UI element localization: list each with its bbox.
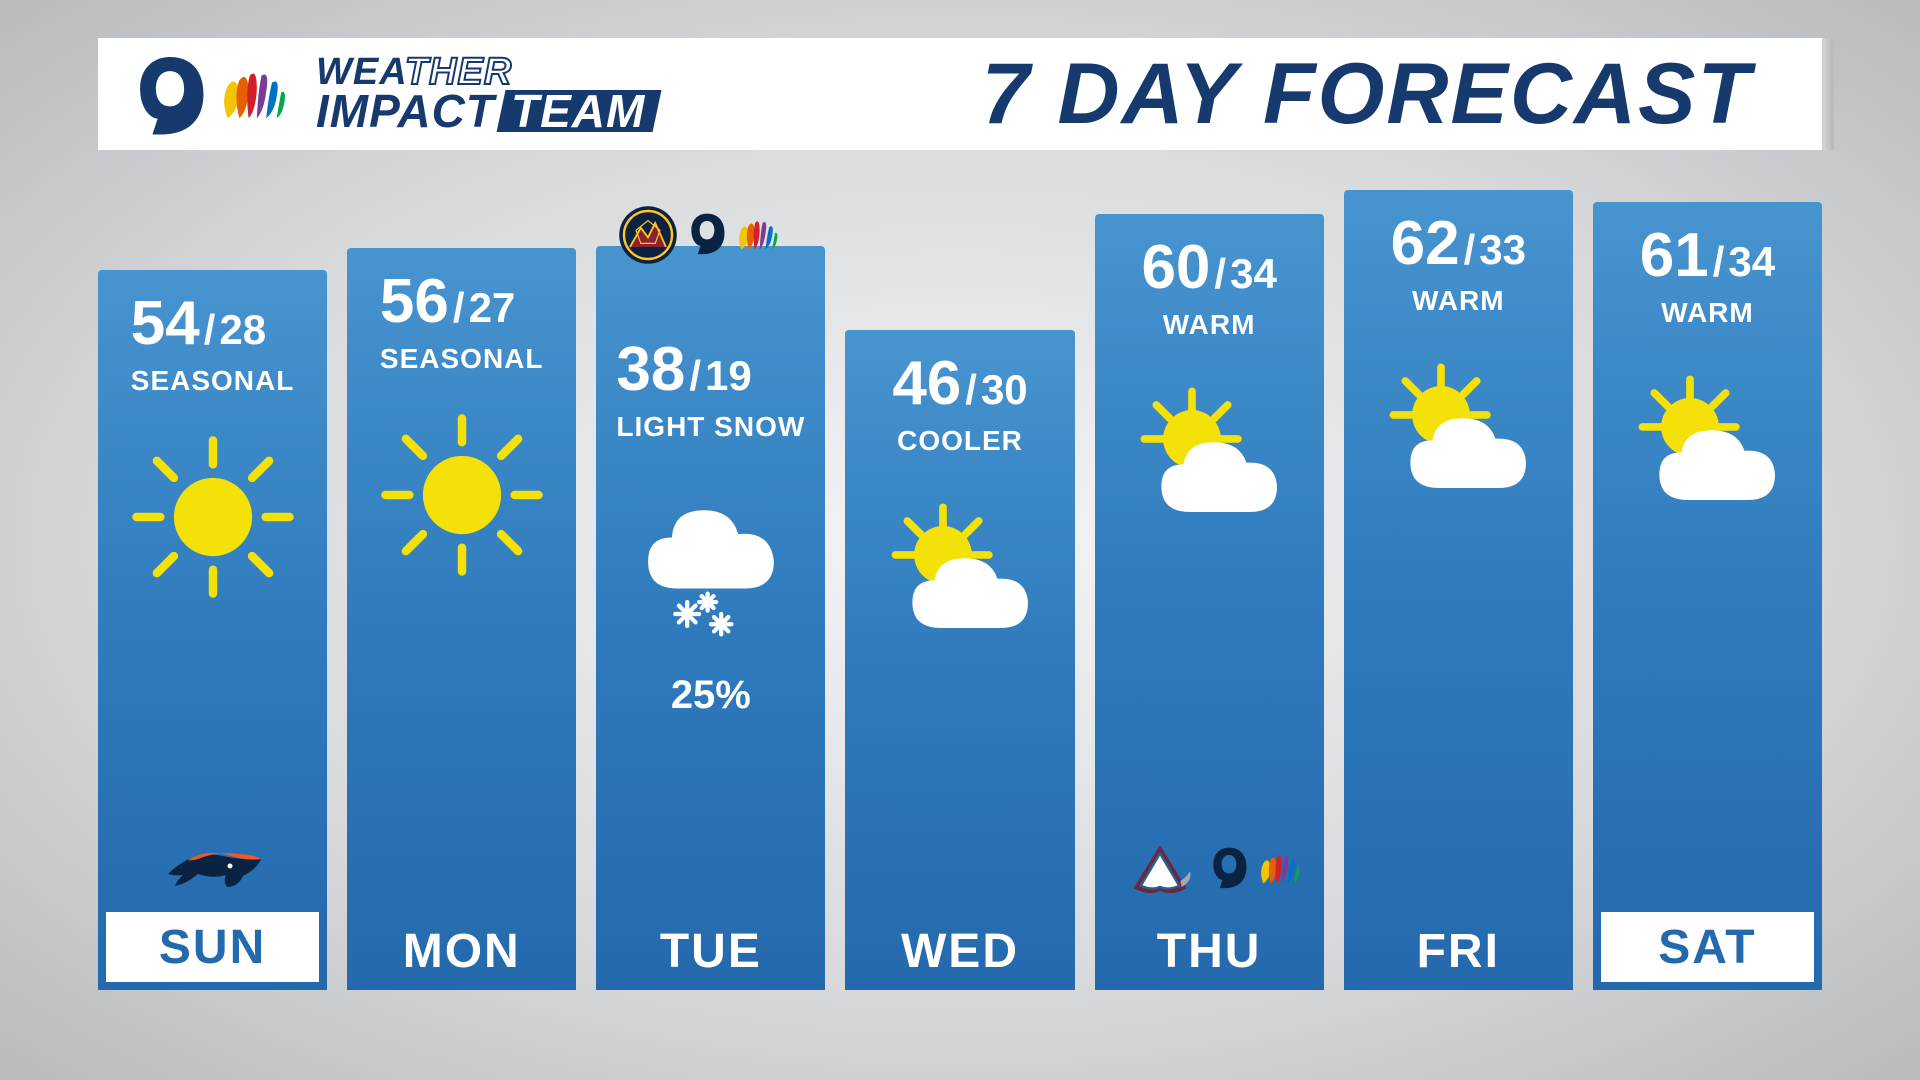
weather-icon [626,473,796,653]
high-temp: 38 [616,334,685,405]
forecast-row: 54 / 28 SEASONAL SUN [98,160,1822,990]
high-temp: 60 [1141,232,1210,303]
nbc-peacock-mini-icon [1256,847,1300,892]
precip-chance: 25% [671,673,751,718]
temps: 54 / 28 [131,288,295,359]
day-label: THU [1095,912,1324,990]
temps: 46 / 30 [892,348,1027,419]
forecast-day-thu: 60 / 34 WARM [1095,214,1324,990]
nuggets-logo [602,200,792,270]
forecast-day-fri: 62 / 33 WARM FRI [1344,190,1573,990]
nbc-peacock-mini-icon [734,213,778,258]
condition-label: LIGHT SNOW [616,411,805,443]
station-9-mini-icon [1206,844,1252,895]
avalanche-logo [1114,834,1304,904]
low-temp: 27 [469,284,516,332]
day-label: MON [347,912,576,990]
forecast-title: 7 DAY FORECAST [982,45,1752,144]
day-label: SUN [106,912,319,982]
high-temp: 46 [892,348,961,419]
station-9-mini-icon [684,210,730,261]
temps: 62 / 33 [1391,208,1526,279]
forecast-day-wed: 46 / 30 COOLER WED [845,330,1074,990]
high-temp: 56 [380,266,449,337]
low-temp: 34 [1728,238,1775,286]
temps: 61 / 34 [1640,220,1775,291]
day-label: SAT [1601,912,1814,982]
weather-icon [1124,371,1294,551]
weather-impact-team-label: WEATHER IMPACTTEAM [316,55,657,132]
forecast-day-sat: 61 / 34 WARM SAT [1593,202,1822,990]
temps: 60 / 34 [1141,232,1276,303]
weather-icon [1622,359,1792,539]
header-bar: WEATHER IMPACTTEAM 7 DAY FORECAST [98,38,1822,150]
nbc-peacock-icon [216,62,286,127]
brand-line2b: TEAM [511,90,645,132]
high-temp: 61 [1640,220,1709,291]
low-temp: 28 [219,306,266,354]
forecast-day-sun: 54 / 28 SEASONAL SUN [98,270,327,990]
day-label: WED [845,912,1074,990]
condition-label: SEASONAL [131,365,295,397]
station-9-logo [126,50,214,138]
condition-label: WARM [1640,297,1775,329]
high-temp: 62 [1391,208,1460,279]
low-temp: 33 [1479,226,1526,274]
day-label: FRI [1344,912,1573,990]
forecast-day-mon: 56 / 27 SEASONAL MON [347,248,576,990]
temps: 56 / 27 [380,266,544,337]
condition-label: COOLER [892,425,1027,457]
temps: 38 / 19 [616,334,805,405]
condition-label: WARM [1391,285,1526,317]
weather-icon [128,427,298,607]
condition-label: SEASONAL [380,343,544,375]
condition-label: WARM [1141,309,1276,341]
low-temp: 34 [1230,250,1277,298]
brand-line2a: IMPACT [316,85,495,137]
weather-icon [875,487,1045,667]
low-temp: 19 [705,352,752,400]
day-label: TUE [596,912,825,990]
broncos-logo [118,834,308,904]
weather-icon [377,405,547,585]
high-temp: 54 [131,288,200,359]
weather-icon [1373,347,1543,527]
forecast-day-tue: 38 / 19 LIGHT SNOW 25% TUE [596,246,825,990]
low-temp: 30 [981,366,1028,414]
